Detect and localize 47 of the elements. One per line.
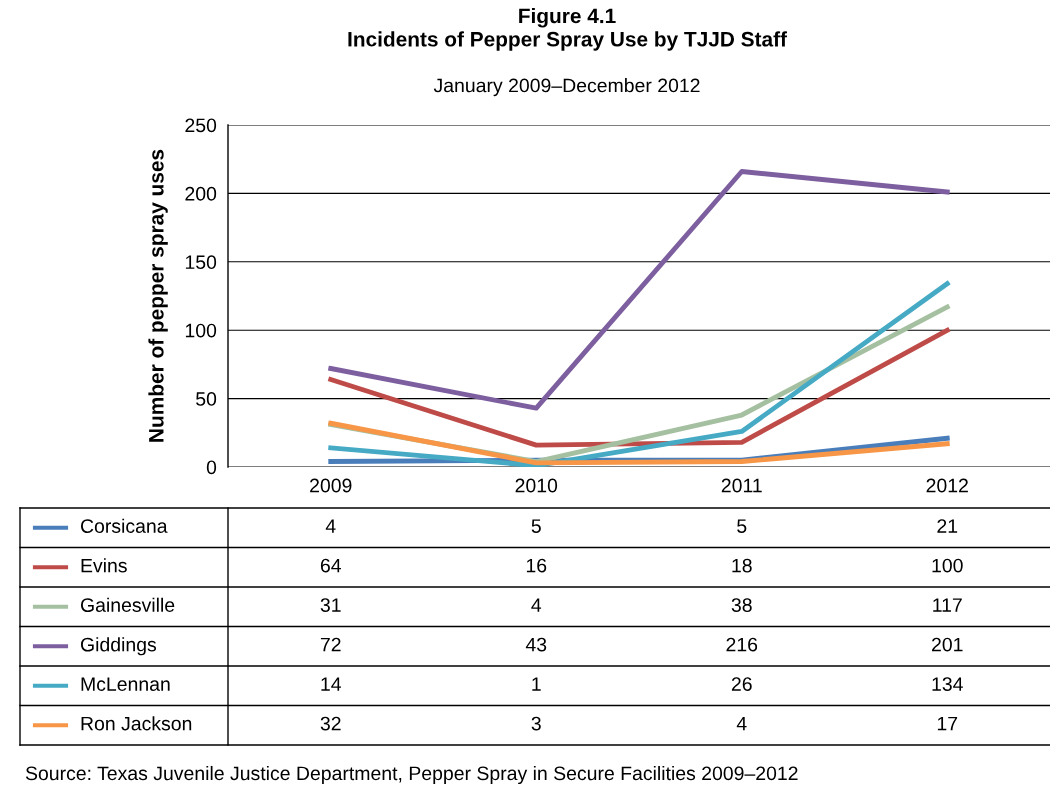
data-label: 16: [526, 558, 547, 573]
y-tick-label: 250: [185, 118, 217, 133]
data-label: 5: [531, 519, 541, 533]
line-series: [328, 420, 950, 466]
data-label: 43: [525, 637, 547, 652]
line-series: [328, 169, 950, 411]
data-label: 26: [731, 677, 752, 691]
legend-label: Giddings: [80, 637, 157, 656]
data-label: 31: [320, 598, 341, 612]
data-label: 18: [732, 558, 752, 573]
data-label: 72: [320, 637, 341, 652]
data-label: 4: [531, 598, 542, 612]
chart-subtitle: January 2009–December 2012: [433, 78, 700, 97]
data-label: 3: [531, 716, 541, 731]
y-tick-label: 0: [206, 460, 217, 475]
legend-label: Corsicana: [80, 518, 168, 533]
data-label: 100: [932, 558, 963, 573]
data-label: 64: [320, 558, 341, 573]
legend-label: McLennan: [81, 677, 170, 691]
y-tick-label: 150: [185, 255, 217, 270]
data-label: 21: [937, 519, 958, 533]
source-note: Source: Texas Juvenile Justice Department, Pepper Spray in Secure Facilities 2009–2012: [25, 765, 798, 785]
data-label: 5: [737, 519, 747, 533]
data-label: 17: [937, 716, 958, 731]
data-label: 32: [320, 716, 341, 731]
data-label: 4: [736, 716, 747, 731]
x-tick-label: 2009: [310, 478, 352, 493]
y-tick-label: 200: [185, 186, 217, 201]
data-label: 38: [731, 598, 752, 612]
x-tick-label: 2011: [721, 478, 762, 493]
data-label: 201: [932, 637, 963, 652]
y-tick-label: 100: [185, 323, 217, 338]
data-label: 4: [325, 519, 336, 533]
legend-label: Gainesville: [80, 597, 175, 612]
x-tick-label: 2010: [515, 478, 558, 493]
legend-label: Evins: [81, 558, 127, 573]
legend-label: Ron Jackson: [81, 716, 192, 731]
chart-title: Figure 4.1 Incidents of Pepper Spray Use by TJJD Staff: [348, 8, 788, 51]
data-label: 216: [726, 637, 758, 652]
data-label: 117: [933, 598, 962, 612]
data-label: 134: [932, 677, 963, 691]
x-tick-label: 2012: [926, 478, 968, 493]
y-tick-label: 50: [196, 392, 217, 406]
data-label: 14: [321, 677, 341, 691]
y-axis-title: Number of pepper spray uses: [148, 149, 168, 442]
data-label: 1: [532, 677, 541, 691]
line-series: [328, 327, 950, 448]
